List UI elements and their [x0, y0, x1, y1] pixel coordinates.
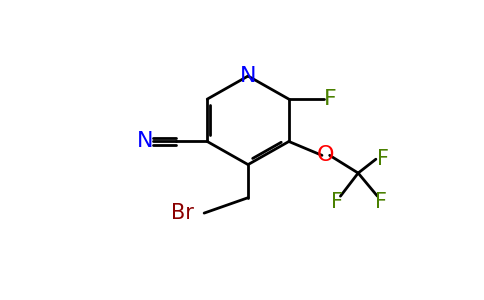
Text: Br: Br	[170, 203, 194, 223]
Text: F: F	[324, 89, 337, 109]
Text: O: O	[317, 146, 334, 165]
Text: N: N	[136, 131, 153, 152]
Text: F: F	[331, 192, 343, 212]
Text: F: F	[377, 149, 389, 169]
Text: N: N	[240, 66, 257, 86]
Text: F: F	[375, 192, 387, 212]
